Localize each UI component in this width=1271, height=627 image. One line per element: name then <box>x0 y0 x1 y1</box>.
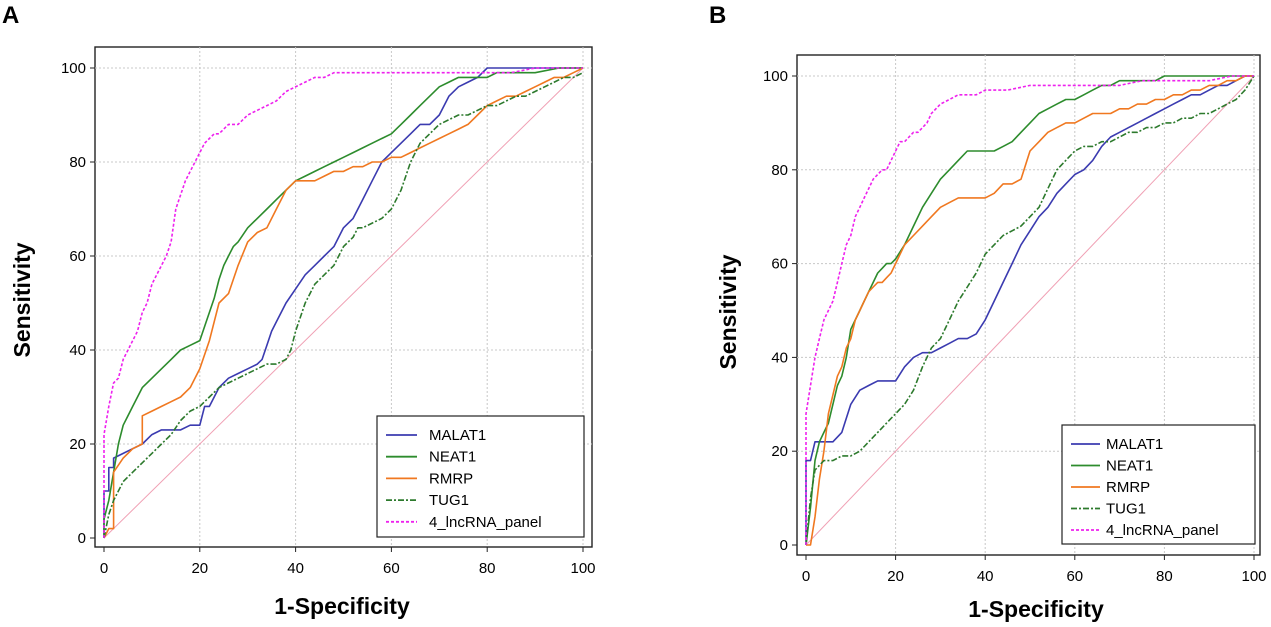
y-tick-label: 40 <box>69 342 86 359</box>
x-tick-label: 40 <box>977 568 994 585</box>
x-tick-label: 60 <box>1066 568 1083 585</box>
x-tick-label: 100 <box>570 560 595 577</box>
y-tick-label: 80 <box>771 162 788 179</box>
y-tick-label: 100 <box>763 68 788 85</box>
x-axis-title: 1-Specificity <box>968 596 1104 622</box>
x-tick-label: 40 <box>287 560 304 577</box>
x-tick-label: 80 <box>1156 568 1173 585</box>
x-tick-label: 20 <box>887 568 904 585</box>
x-tick-label: 0 <box>100 560 108 577</box>
legend-label: MALAT1 <box>429 427 486 444</box>
y-tick-label: 80 <box>69 154 86 171</box>
y-tick-label: 20 <box>69 436 86 453</box>
roc-chart-a: 00 20 20 40 40 60 60 80 80 100 100 1-Specificity Sen… <box>9 47 596 619</box>
x-tick-label: 0 <box>802 568 810 585</box>
y-tick-label: 60 <box>69 248 86 265</box>
y-tick-label: 20 <box>771 443 788 460</box>
x-axis-title: 1-Specificity <box>274 593 410 619</box>
legend-label: 4_lncRNA_panel <box>429 514 542 531</box>
y-tick-label: 60 <box>771 256 788 273</box>
roc-chart-b: 00 20 20 40 40 60 60 80 80 100 100 1-Specificity Sen… <box>715 55 1267 622</box>
legend-label: RMRP <box>1106 479 1150 496</box>
y-tick-label: 40 <box>771 349 788 366</box>
y-tick-label: 0 <box>780 537 788 554</box>
x-tick-label: 20 <box>191 560 208 577</box>
figure-canvas: 0020204040606080801001001-SpecificitySen… <box>0 0 1271 627</box>
legend-label: NEAT1 <box>429 449 476 466</box>
legend-label: RMRP <box>429 470 473 487</box>
x-tick-label: 60 <box>383 560 400 577</box>
y-tick-label: 100 <box>61 60 86 77</box>
legend-label: 4_lncRNA_panel <box>1106 522 1219 539</box>
y-tick-label: 0 <box>78 530 86 547</box>
x-tick-label: 100 <box>1241 568 1266 585</box>
x-tick-label: 80 <box>479 560 496 577</box>
y-axis-title: Sensitivity <box>9 242 35 357</box>
legend-label: TUG1 <box>429 492 469 509</box>
legend-label: NEAT1 <box>1106 458 1153 475</box>
legend-label: MALAT1 <box>1106 436 1163 453</box>
y-axis-title: Sensitivity <box>715 254 741 369</box>
legend-label: TUG1 <box>1106 501 1146 518</box>
